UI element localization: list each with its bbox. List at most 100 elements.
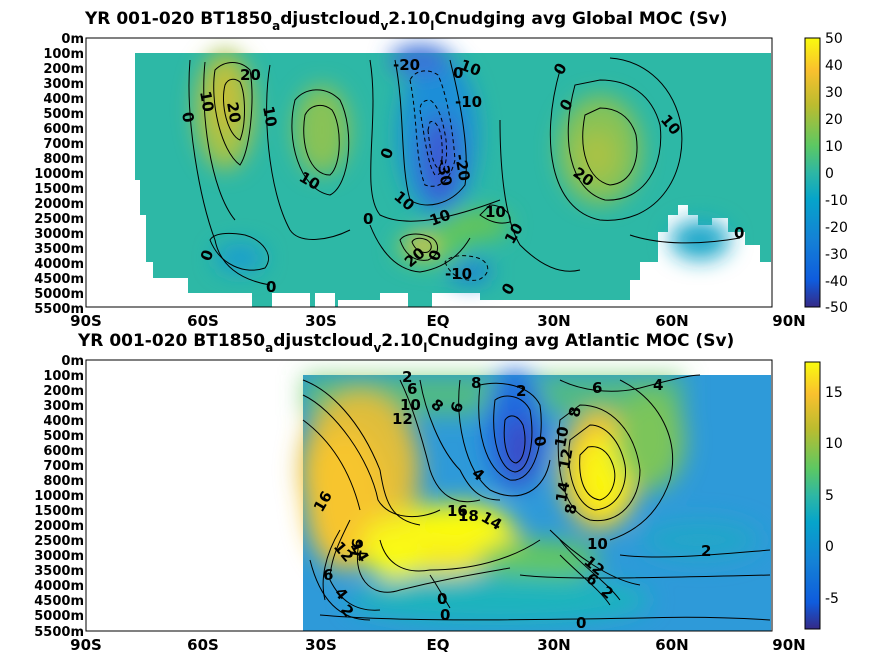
y-tick-label: 4500m: [34, 594, 84, 609]
contour-label: -20: [393, 56, 420, 74]
colorbar-tick-label: -30: [825, 247, 848, 263]
y-tick-label: 2500m: [34, 212, 84, 227]
y-tick-label: 5500m: [34, 625, 84, 640]
y-tick-label: 4000m: [34, 257, 84, 272]
y-tick-label: 1000m: [34, 167, 84, 182]
x-tick-label: 30S: [305, 312, 337, 330]
colorbar-tick-label: 10: [825, 139, 843, 155]
colorbar-atlantic: 15 10 5 0 -5: [804, 361, 843, 630]
y-tick-label: 600m: [43, 122, 84, 137]
contour-label: 0: [266, 278, 276, 296]
contour-label: 8: [561, 502, 581, 515]
x-tick-label: 90S: [70, 312, 102, 330]
contour-label: 0: [530, 435, 550, 448]
x-tick-label: EQ: [427, 636, 450, 654]
y-tick-label: 500m: [43, 107, 84, 122]
plot-area-global: 20 10 0 20 10 -20 0 10 0 -10 0 10 10 0 -…: [85, 37, 773, 308]
x-tick-label: 90N: [772, 312, 805, 330]
contour-label: -10: [455, 93, 482, 111]
contour-label: 18: [458, 507, 479, 525]
colorbar-tick-label: 0: [825, 166, 834, 182]
x-tick-label: 30S: [305, 636, 337, 654]
contour-label: -30: [433, 158, 455, 188]
colorbar-tick-label: 20: [825, 112, 843, 128]
title-global: YR 001-020 BT1850adjustcloudv2.10lCnudgi…: [84, 9, 728, 33]
y-tick-label: 200m: [43, 62, 84, 77]
contour-label: 2: [402, 368, 412, 386]
contour-label: 0: [178, 111, 198, 124]
y-tick-label: 500m: [43, 429, 84, 444]
contour-label: 12: [555, 447, 576, 471]
contour-label: 10: [196, 90, 217, 114]
y-tick-label: 1500m: [34, 182, 84, 197]
contour-label: 0: [437, 590, 447, 608]
y-tick-label: 3500m: [34, 242, 84, 257]
colorbar-tick-label: 50: [825, 31, 843, 47]
contour-label: 6: [407, 380, 417, 398]
y-tick-label: 700m: [43, 137, 84, 152]
y-tick-label: 1000m: [34, 489, 84, 504]
contour-label: 14: [552, 480, 573, 504]
contour-label: 12: [392, 410, 413, 428]
colorbar-tick-label: -50: [825, 300, 848, 316]
y-tick-label: 5000m: [34, 287, 84, 302]
y-tick-label: 100m: [43, 369, 84, 384]
x-tick-label: 90S: [70, 636, 102, 654]
contour-label: 0: [363, 210, 373, 228]
colorbar-global: 50 40 30 20 10 0 -10 -20 -30 -40 -50: [804, 31, 848, 316]
colorbar-tick-label: 40: [825, 58, 843, 74]
colorbar-tick-label: 15: [825, 385, 843, 401]
x-tick-label: 60S: [187, 312, 219, 330]
y-tick-label: 100m: [43, 47, 84, 62]
contour-label: -10: [445, 265, 472, 283]
contour-label: 10: [400, 396, 421, 414]
title-atlantic: YR 001-020 BT1850adjustcloudv2.10lCnudgi…: [77, 331, 734, 355]
contour-label: 20: [223, 101, 244, 125]
colorbar-tick-label: -20: [825, 220, 848, 236]
contour-label: 8: [471, 374, 481, 392]
y-tick-label: 300m: [43, 77, 84, 92]
contour-label: 6: [592, 379, 602, 397]
contour-label: 10: [259, 105, 280, 129]
contour-label: 10: [551, 425, 572, 449]
colorbar-tick-label: -5: [825, 591, 839, 607]
colorbar-tick-label: -40: [825, 274, 848, 290]
colorbar-tick-label: -10: [825, 193, 848, 209]
contour-label: 6: [323, 566, 333, 584]
contour-label: 0: [576, 614, 586, 632]
y-tick-label: 700m: [43, 459, 84, 474]
y-tick-label: 2000m: [34, 197, 84, 212]
contour-label: 8: [565, 405, 585, 418]
y-tick-label: 4000m: [34, 579, 84, 594]
contour-label: 0: [453, 64, 463, 82]
contour-label: 16: [447, 502, 468, 520]
y-tick-label: 1500m: [34, 504, 84, 519]
x-tick-label: 60N: [655, 312, 688, 330]
contour-label: 10: [485, 203, 506, 221]
y-tick-label: 0m: [61, 32, 84, 47]
contour-label: 10: [587, 535, 608, 553]
colorbar-tick-label: 0: [825, 539, 834, 555]
contour-labels-global: 20 10 0 20 10 -20 0 10 0 -10 0 10 10 0 -…: [178, 56, 744, 298]
contour-label: 16: [346, 537, 367, 561]
y-tick-label: 800m: [43, 152, 84, 167]
y-tick-label: 600m: [43, 444, 84, 459]
colorbar-tick-label: 30: [825, 85, 843, 101]
x-axis-atlantic: 90S 60S 30S EQ 30N 60N 90N: [70, 636, 806, 654]
contour-label: 4: [653, 376, 663, 394]
y-tick-label: 800m: [43, 474, 84, 489]
y-tick-label: 400m: [43, 414, 84, 429]
contour-label: 2: [516, 382, 526, 400]
svg-text:YR 001-020 BT1850adjustcloudv2: YR 001-020 BT1850adjustcloudv2.10lCnudgi…: [84, 9, 728, 33]
y-tick-label: 3000m: [34, 227, 84, 242]
y-tick-label: 5500m: [34, 302, 84, 317]
contour-label: 2: [701, 542, 711, 560]
colorbar-tick-label: 10: [825, 436, 843, 452]
x-tick-label: 90N: [772, 636, 805, 654]
colorbar-tick-label: 5: [825, 488, 834, 504]
x-tick-label: 30N: [537, 312, 570, 330]
contour-label: 0: [440, 606, 450, 624]
contour-label: -20: [451, 153, 473, 183]
contour-label: 0: [734, 224, 744, 242]
